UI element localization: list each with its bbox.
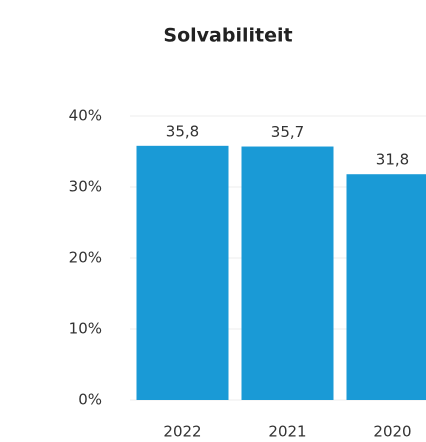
value-label: 31,8	[376, 151, 409, 169]
y-tick-label: 40%	[69, 107, 102, 125]
bar	[136, 145, 229, 400]
chart-title: Solvabiliteit	[163, 25, 292, 47]
x-tick-label: 2022	[163, 423, 201, 441]
bar	[241, 146, 334, 400]
y-tick-label: 10%	[69, 320, 102, 338]
x-tick-label: 2020	[373, 423, 411, 441]
value-label: 35,7	[271, 123, 304, 141]
value-label: 35,8	[166, 122, 199, 140]
x-tick-label: 2021	[268, 423, 306, 441]
y-tick-label: 30%	[69, 178, 102, 196]
y-tick-label: 20%	[69, 249, 102, 267]
y-tick-label: 0%	[78, 391, 102, 409]
bar	[346, 174, 426, 400]
